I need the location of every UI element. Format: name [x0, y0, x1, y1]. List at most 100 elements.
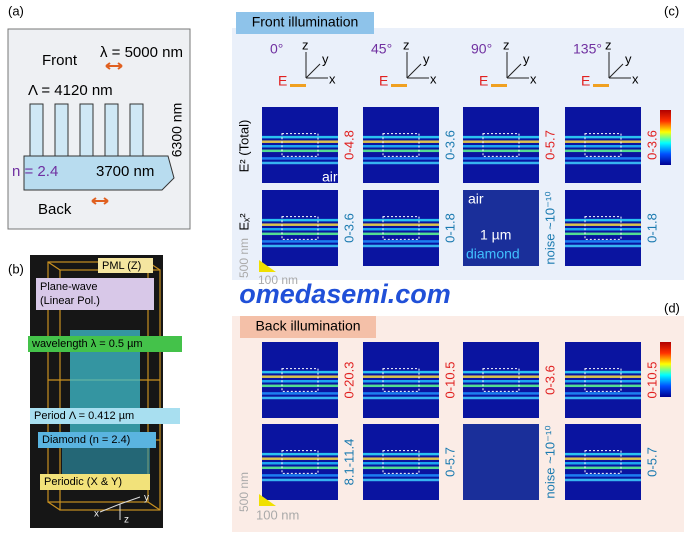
structure-outline [281, 216, 319, 240]
field-stripe [262, 140, 338, 143]
field-stripe [363, 392, 439, 395]
structure-outline [281, 368, 319, 392]
field-stripe [565, 223, 641, 226]
pol-arrow [593, 84, 609, 87]
range-label: 0-1.8 [644, 213, 659, 243]
field-stripe [463, 370, 539, 374]
field-stripe [565, 218, 641, 222]
pol-arrow [105, 62, 123, 70]
field-stripe [565, 392, 641, 395]
field-stripe [565, 228, 641, 231]
field-map [463, 424, 539, 500]
axis-label: y [322, 51, 329, 66]
field-stripe [363, 474, 439, 477]
range-label: 0-5.7 [644, 447, 659, 477]
range-label: 0-3.6 [341, 213, 356, 243]
field-stripe [565, 396, 641, 400]
wavelength: λ = 5000 nm [100, 44, 183, 61]
title-box [240, 316, 376, 338]
index: n = 2.4 [12, 163, 58, 180]
field-map [463, 190, 539, 266]
pol-arrow [391, 84, 407, 87]
field-stripe [565, 135, 641, 139]
field-stripe [565, 457, 641, 460]
field-stripe [363, 135, 439, 139]
period: Λ = 4120 nm [28, 82, 113, 99]
range-label: 0-4.8 [341, 130, 356, 160]
field-stripe [565, 232, 641, 236]
field-label: E [479, 73, 488, 89]
field-stripe [363, 140, 439, 143]
field-stripe [363, 466, 439, 470]
field-stripe [262, 157, 338, 160]
structure-outline [382, 216, 420, 240]
colorbar [660, 110, 671, 165]
field-stripe [463, 157, 539, 160]
field-stripe [363, 452, 439, 456]
field-stripe [262, 370, 338, 374]
range-label: 0-5.7 [442, 447, 457, 477]
field-stripe [565, 474, 641, 477]
axes-icon [406, 52, 429, 79]
height: 6300 nm [169, 103, 185, 157]
field-stripe [363, 457, 439, 460]
field-stripe [565, 161, 641, 165]
label-box [30, 408, 180, 424]
width: 3700 nm [96, 163, 154, 180]
field-stripe [262, 135, 338, 139]
field-stripe [262, 228, 338, 231]
label-box [36, 278, 154, 310]
field-stripe [463, 396, 539, 400]
field-stripe [262, 244, 338, 248]
range-label: 0-10.5 [644, 362, 659, 399]
scale-bar: 500 nm [237, 472, 251, 512]
field-stripe [363, 370, 439, 374]
field-stripe [363, 384, 439, 388]
field-stripe [363, 218, 439, 222]
watermark: omedasemi.com [239, 279, 451, 309]
source-label: Plane-wave [40, 281, 97, 293]
front-label: Front [42, 52, 78, 69]
boundary-label: Periodic (X & Y) [44, 476, 122, 488]
panel-title: Front illumination [252, 14, 359, 30]
structure-outline [382, 450, 420, 474]
field-stripe [463, 392, 539, 395]
field-stripe [262, 223, 338, 226]
field-stripe [565, 140, 641, 143]
axis-label: y [144, 493, 149, 504]
annotation: air [468, 191, 484, 207]
axis-label: y [523, 51, 530, 66]
axis-label: z [124, 515, 129, 526]
structure-outline [584, 368, 622, 392]
range-label: 0-3.6 [644, 130, 659, 160]
field-stripe [565, 478, 641, 482]
panel-label: (c) [664, 3, 679, 18]
range-label: noise ~10⁻¹⁰ [542, 425, 557, 498]
annotation: 1 µm [480, 227, 511, 243]
field-stripe [363, 462, 439, 465]
field-stripe [262, 396, 338, 400]
field-stripe [363, 380, 439, 383]
angle-label: 45° [371, 41, 392, 57]
panel-label: (d) [664, 300, 680, 315]
label-box [98, 258, 153, 273]
field-label: E [379, 73, 388, 89]
grating [23, 103, 175, 191]
field-stripe [262, 466, 338, 470]
pol-arrow [491, 84, 507, 87]
label-box [40, 474, 150, 490]
title-box [236, 12, 374, 34]
field-stripe [463, 145, 539, 148]
field-stripe [363, 149, 439, 153]
scale-bar: 100 nm [258, 273, 298, 287]
field-stripe [262, 384, 338, 388]
field-stripe [262, 478, 338, 482]
annotation: diamond [466, 246, 520, 262]
field-stripe [463, 140, 539, 143]
field-stripe [463, 384, 539, 388]
structure-outline [482, 133, 520, 157]
field-stripe [565, 375, 641, 378]
axes-icon [305, 52, 328, 79]
field-stripe [565, 244, 641, 248]
